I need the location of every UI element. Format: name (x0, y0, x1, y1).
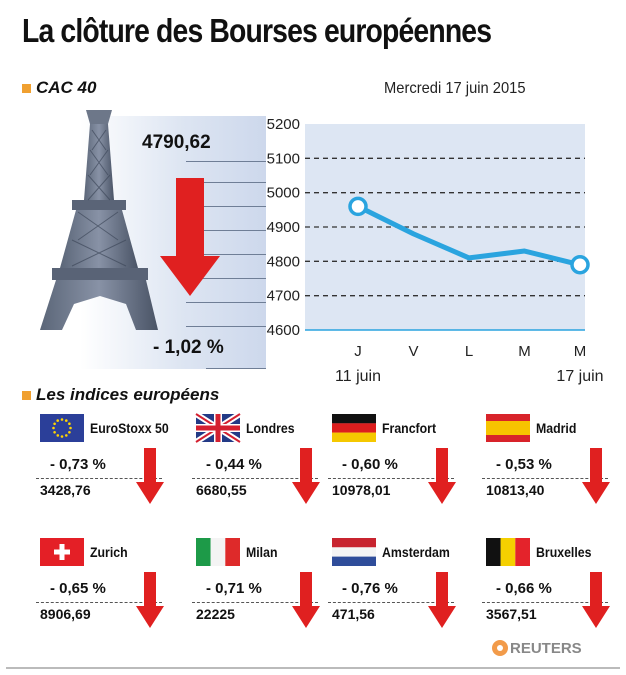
y-tick-label: 4800 (267, 253, 300, 270)
x-tick-label: L (465, 343, 473, 360)
x-tick-label: V (408, 343, 418, 360)
section-bullet (22, 84, 31, 93)
index-change: - 0,71 % (206, 580, 262, 597)
index-change: - 0,60 % (342, 456, 398, 473)
x-tick-label: M (518, 343, 531, 360)
x-tick-label: M (574, 343, 587, 360)
index-change: - 0,73 % (50, 456, 106, 473)
index-value: 3428,76 (40, 482, 91, 498)
index-name: Bruxelles (536, 544, 592, 560)
index-value: 10978,01 (332, 482, 391, 498)
x-sub-label: 17 juin (556, 368, 603, 385)
x-tick-label: J (354, 343, 362, 360)
index-change: - 0,44 % (206, 456, 262, 473)
dashed-rule (192, 602, 318, 603)
dashed-rule (328, 602, 454, 603)
it-flag-icon (196, 538, 240, 566)
series-point (570, 255, 590, 275)
dashed-rule (36, 602, 162, 603)
bottom-rule (6, 667, 620, 669)
dashed-rule (192, 478, 318, 479)
nl-flag-icon (332, 538, 376, 566)
index-change: - 0,65 % (50, 580, 106, 597)
cac-change: - 1,02 % (153, 337, 224, 358)
y-tick-label: 4700 (267, 288, 300, 305)
index-name: Madrid (536, 420, 577, 436)
source-label: REUTERS (510, 640, 582, 657)
index-value: 10813,40 (486, 482, 545, 498)
es-flag-icon (486, 414, 530, 442)
y-tick-label: 5200 (267, 116, 300, 133)
series-line (355, 203, 583, 268)
index-name: EuroStoxx 50 (90, 420, 169, 436)
index-value: 8906,69 (40, 606, 91, 622)
eu-flag-icon (40, 414, 84, 442)
date-label: Mercredi 17 juin 2015 (384, 80, 526, 97)
index-value: 6680,55 (196, 482, 247, 498)
index-name: Francfort (382, 420, 437, 436)
index-change: - 0,53 % (496, 456, 552, 473)
index-change: - 0,66 % (496, 580, 552, 597)
dashed-rule (328, 478, 454, 479)
y-tick-label: 5000 (267, 185, 300, 202)
y-tick-label: 4600 (267, 322, 300, 339)
dashed-rule (36, 478, 162, 479)
page-title: La clôture des Bourses européennes (22, 12, 492, 49)
index-name: Amsterdam (382, 544, 450, 560)
be-flag-icon (486, 538, 530, 566)
y-tick-label: 4900 (267, 219, 300, 236)
ch-flag-icon (40, 538, 84, 566)
uk-flag-icon (194, 411, 242, 445)
dashed-rule (482, 478, 608, 479)
section-bullet (22, 391, 31, 400)
index-name: Zurich (90, 544, 128, 560)
dashed-rule (482, 602, 608, 603)
series-point (348, 196, 368, 217)
index-name: Londres (246, 420, 295, 436)
cac-value: 4790,62 (142, 132, 211, 153)
index-value: 471,56 (332, 606, 375, 622)
indices-title: Les indices européens (36, 385, 220, 404)
x-sub-label: 11 juin (335, 368, 381, 385)
cac-label: CAC 40 (36, 78, 97, 97)
de-flag-icon (332, 414, 376, 442)
index-value: 22225 (196, 606, 235, 622)
index-value: 3567,51 (486, 606, 537, 622)
y-tick-label: 5100 (267, 150, 300, 167)
index-name: Milan (246, 544, 278, 560)
index-change: - 0,76 % (342, 580, 398, 597)
